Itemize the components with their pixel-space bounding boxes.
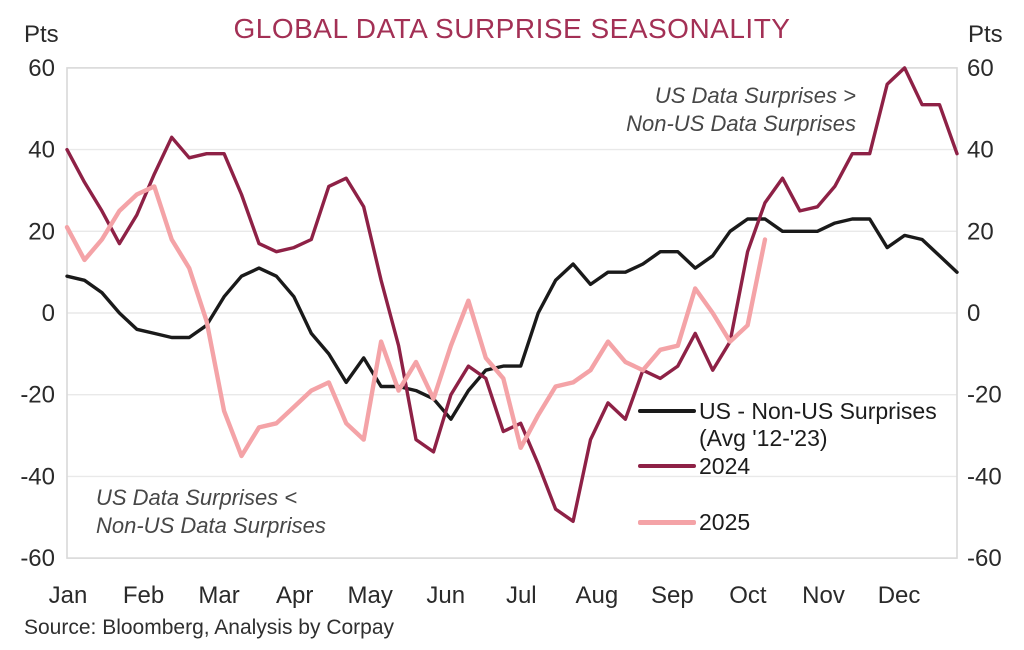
x-tick-Sep: Sep (651, 582, 694, 609)
y-tick-right--60: -60 (967, 545, 1002, 572)
legend-label-2024: 2024 (699, 453, 751, 479)
annotation-line: US Data Surprises < (96, 485, 298, 510)
y-tick-right-40: 40 (967, 137, 994, 164)
y-tick-right--40: -40 (967, 463, 1002, 490)
y-tick-left--60: -60 (20, 545, 55, 572)
x-tick-Mar: Mar (198, 582, 239, 609)
legend: US - Non-US Surprises (Avg '12-'23) 2024… (638, 398, 937, 536)
y-tick-right--20: -20 (967, 382, 1002, 409)
y-tick-left-20: 20 (28, 218, 55, 245)
legend-swatch-average (638, 409, 696, 413)
annotation-us-less: US Data Surprises < Non-US Data Surprise… (96, 484, 326, 540)
x-tick-Nov: Nov (802, 582, 845, 609)
x-tick-Aug: Aug (575, 582, 618, 609)
legend-label-2025: 2025 (699, 509, 751, 535)
legend-label-average-line1: US - Non-US Surprises (699, 398, 937, 424)
legend-item-2024: 2024 (638, 453, 937, 480)
y-tick-left-0: 0 (42, 300, 55, 327)
x-tick-Jan: Jan (49, 582, 88, 609)
y-tick-right-0: 0 (967, 300, 980, 327)
chart-title: GLOBAL DATA SURPRISE SEASONALITY (233, 13, 791, 44)
x-tick-Oct: Oct (729, 582, 767, 609)
y-tick-left--20: -20 (20, 382, 55, 409)
plot-border (66, 67, 958, 559)
source-attribution: Source: Bloomberg, Analysis by Corpay (24, 616, 395, 639)
x-tick-Jul: Jul (506, 582, 537, 609)
y-tick-left-40: 40 (28, 137, 55, 164)
legend-item-average: US - Non-US Surprises (Avg '12-'23) (638, 398, 937, 452)
y-axis-units-right: Pts (968, 21, 1003, 48)
annotation-line: Non-US Data Surprises (626, 111, 856, 136)
annotation-line: Non-US Data Surprises (96, 513, 326, 538)
annotation-us-greater: US Data Surprises > Non-US Data Surprise… (626, 82, 856, 138)
legend-swatch-2025 (638, 520, 696, 525)
series-line-2025 (64, 184, 768, 459)
series-line-2024 (65, 66, 959, 523)
x-tick-Feb: Feb (123, 582, 164, 609)
legend-label-average-line2: (Avg '12-'23) (699, 425, 828, 451)
legend-item-2025: 2025 (638, 509, 937, 536)
y-tick-left--40: -40 (20, 463, 55, 490)
annotation-line: US Data Surprises > (654, 83, 856, 108)
y-tick-left-60: 60 (28, 55, 55, 82)
y-axis-units-left: Pts (24, 21, 59, 48)
x-tick-May: May (348, 582, 393, 609)
legend-swatch-2024 (638, 464, 696, 468)
x-tick-Dec: Dec (878, 582, 921, 609)
series-line-us-non-us-surprises-avg-12-23- (65, 217, 959, 421)
x-tick-Jun: Jun (426, 582, 465, 609)
y-tick-right-60: 60 (967, 55, 994, 82)
x-tick-Apr: Apr (276, 582, 313, 609)
y-tick-right-20: 20 (967, 218, 994, 245)
